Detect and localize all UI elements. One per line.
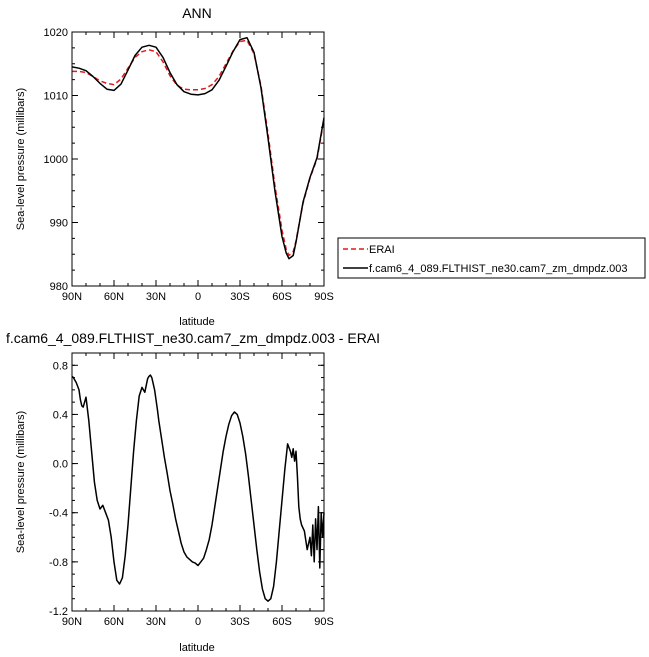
chart-difference: f.cam6_4_089.FLTHIST_ne30.cam7_zm_dmpdz.… xyxy=(6,330,380,654)
y-tick-label: 980 xyxy=(50,281,68,293)
x-axis-label: latitude xyxy=(179,316,214,328)
x-axis-label: latitude xyxy=(179,642,214,654)
chart-title: ANN xyxy=(182,5,212,21)
y-tick-label: 0.4 xyxy=(53,409,68,421)
y-axis-label: Sea-level pressure (millibars) xyxy=(15,411,27,553)
x-tick-label: 30N xyxy=(146,291,166,303)
legend-label-model: f.cam6_4_089.FLTHIST_ne30.cam7_zm_dmpdz.… xyxy=(369,263,627,275)
y-tick-label: -0.8 xyxy=(49,557,68,569)
x-tick-label: 90N xyxy=(62,616,82,628)
x-tick-label: 90S xyxy=(314,616,334,628)
legend-box xyxy=(337,237,646,279)
y-tick-label: 0.8 xyxy=(53,360,68,372)
y-tick-label: -0.4 xyxy=(49,508,68,520)
y-axis-label: Sea-level pressure (millibars) xyxy=(15,88,27,230)
x-tick-label: 90N xyxy=(62,291,82,303)
plot-frame xyxy=(71,31,325,287)
x-tick-label: 0 xyxy=(195,291,201,303)
chart-sea-level-pressure: ANN Sea-level pressure (millibars) latit… xyxy=(15,5,646,328)
y-tick-label: 1020 xyxy=(44,27,68,39)
x-tick-label: 60S xyxy=(272,291,292,303)
legend-label-erai: ERAI xyxy=(369,244,395,256)
y-tick-label: 990 xyxy=(50,218,68,230)
x-tick-label: 30N xyxy=(146,616,166,628)
x-tick-label: 60N xyxy=(104,291,124,303)
y-tick-label: 1010 xyxy=(44,91,68,103)
x-tick-label: 90S xyxy=(314,291,334,303)
plot-area: 90N 60N 30N 0 30S 60S 90S 980 990 1000 1010 1020 xyxy=(44,27,334,303)
chart-title: f.cam6_4_089.FLTHIST_ne30.cam7_zm_dmpdz.… xyxy=(6,330,380,346)
x-tick-label: 60S xyxy=(272,616,292,628)
y-tick-label: 0.0 xyxy=(53,459,68,471)
x-tick-label: 30S xyxy=(230,616,250,628)
series-line-difference xyxy=(71,374,325,602)
series-line-erai xyxy=(72,39,325,257)
x-tick-label: 60N xyxy=(104,616,124,628)
plot-area: 90N 60N 30N 0 30S 60S 90S -1.2 -0.8 -0.4 0.0 0.4 0.8 xyxy=(49,352,334,628)
series-line-model xyxy=(71,36,325,260)
x-tick-label: 0 xyxy=(195,616,201,628)
x-tick-label: 30S xyxy=(230,291,250,303)
legend: ERAI f.cam6_4_089.FLTHIST_ne30.cam7_zm_d… xyxy=(337,237,646,279)
y-tick-label: -1.2 xyxy=(49,606,68,618)
y-tick-label: 1000 xyxy=(44,154,68,166)
plot-frame xyxy=(71,352,325,612)
